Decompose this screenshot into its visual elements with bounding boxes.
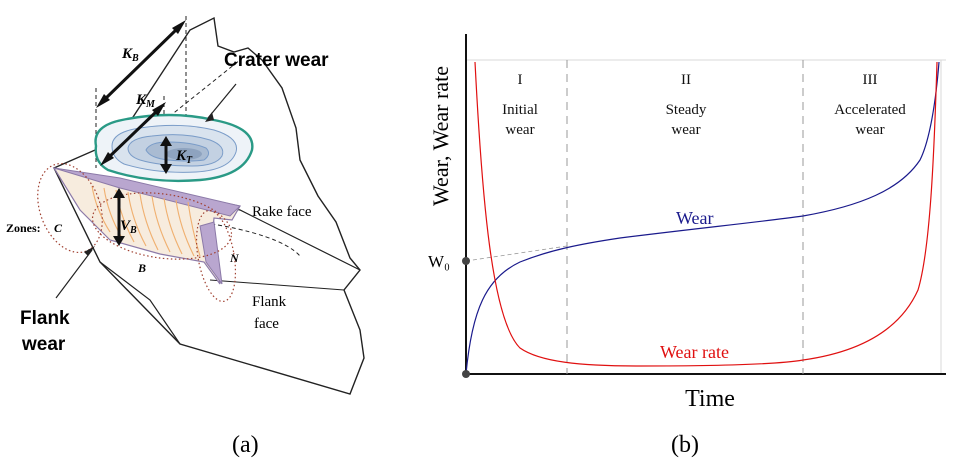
x-axis-label: Time — [685, 386, 735, 412]
label-kt: KT — [175, 148, 193, 166]
y-axis-label: Wear, Wear rate — [428, 66, 453, 206]
label-rake-face: Rake face — [252, 204, 312, 220]
zone-1-numeral: I — [518, 72, 523, 88]
w0-label: W₀ — [428, 252, 450, 271]
wear-curve-label: Wear — [676, 208, 714, 228]
zone-3-numeral: III — [863, 72, 878, 88]
flank-wear-pointer-arrow — [55, 249, 93, 299]
label-flank-face-1: Flank — [252, 294, 287, 310]
label-km: KM — [135, 92, 156, 110]
label-zone-n: N — [229, 251, 240, 265]
label-kb: KB — [121, 46, 139, 64]
flank-bottom-edge — [209, 279, 345, 291]
caption-b: (b) — [671, 432, 699, 458]
crater-pointer-arrow — [207, 83, 237, 119]
zone-2-line1: Steady — [666, 102, 707, 118]
zone-2-numeral: II — [681, 72, 691, 88]
zone-2-line2: wear — [671, 122, 700, 138]
label-flank-wear-2: wear — [21, 334, 66, 355]
wear-rate-curve — [474, 61, 938, 367]
crater-core — [166, 148, 202, 160]
caption-a: (a) — [232, 432, 259, 458]
flank-wear-band-side — [199, 221, 223, 285]
label-flank-wear-1: Flank — [20, 308, 70, 329]
label-zone-b: B — [137, 261, 146, 275]
zone-1-line2: wear — [505, 122, 534, 138]
origin-point — [462, 370, 470, 378]
w0-extrapolation-line — [465, 245, 568, 262]
wear-rate-curve-label: Wear rate — [660, 342, 729, 362]
km-arrow — [106, 108, 160, 160]
label-flank-face-2: face — [254, 316, 279, 332]
flank-wear-land — [37, 162, 241, 303]
dimension-arrows — [102, 26, 180, 238]
label-zones: Zones: — [6, 221, 41, 235]
zone-3-line1: Accelerated — [834, 102, 906, 118]
label-crater-wear: Crater wear — [224, 50, 329, 71]
zone-3-line2: wear — [855, 122, 884, 138]
label-zone-c: C — [54, 221, 63, 235]
wear-curve — [465, 61, 940, 375]
tool-outline — [53, 16, 365, 395]
kb-arrow — [102, 26, 180, 102]
label-vb: VB — [120, 218, 137, 236]
zone-labels: I Initial wear II Steady wear III Accele… — [502, 72, 906, 138]
w0-point — [462, 257, 470, 265]
panel-b-wear-curve: I Initial wear II Steady wear III Accele… — [428, 34, 946, 458]
panel-a-tool-wear-diagram: KB KM KT VB Crater wear Rake face Flank … — [6, 16, 365, 458]
flank-edge-line — [99, 261, 181, 345]
flank-wear-band-top — [53, 167, 241, 217]
zone-1-line1: Initial — [502, 102, 538, 118]
arrowheads — [96, 20, 186, 246]
